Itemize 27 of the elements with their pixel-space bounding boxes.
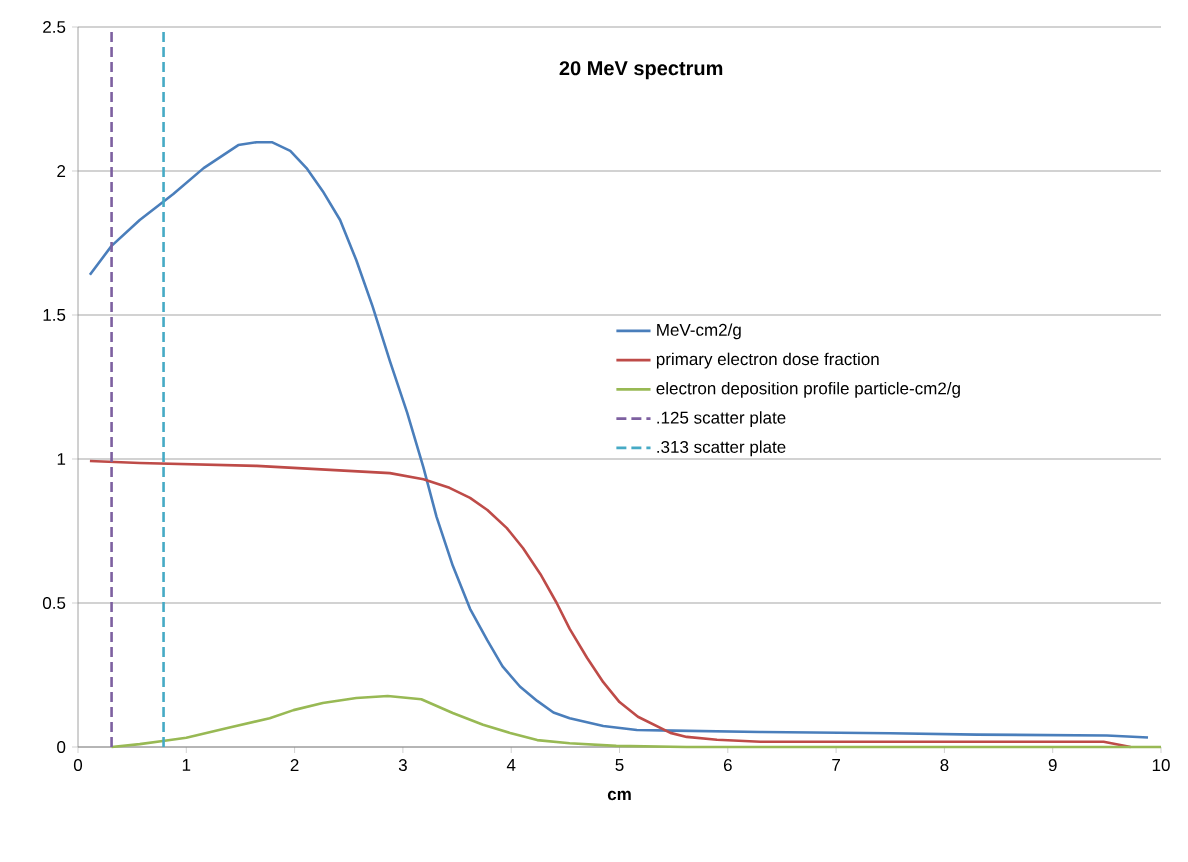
x-tick-label: 7: [832, 759, 840, 771]
y-tick-label: 0.5: [42, 597, 66, 610]
y-tick-label: 0: [57, 741, 66, 754]
line-series: [88, 140, 1150, 739]
legend-label: .313 scatter plate: [657, 440, 786, 457]
y-tick-label: 1: [57, 453, 66, 465]
y-tick-label: 1.5: [43, 309, 66, 321]
legend-label: .125 scatter plate: [657, 411, 786, 428]
x-tick-label: 0: [73, 759, 83, 772]
x-tick-label: 4: [506, 759, 516, 771]
x-tick-label: 3: [398, 759, 407, 772]
x-tick-label: 8: [940, 759, 949, 772]
x-tick-label: 10: [1152, 759, 1170, 772]
x-axis-title: cm: [607, 790, 631, 801]
x-tick-label: 6: [723, 759, 732, 772]
y-tick-label: 2: [57, 165, 66, 177]
line-series: [110, 694, 1163, 749]
legend-label: primary electron dose fraction: [656, 352, 879, 369]
legend-label: electron deposition profile particle-cm2/g: [656, 381, 960, 398]
x-tick-label: 1: [182, 759, 191, 771]
legend-label: MeV-cm2/g: [657, 323, 741, 340]
text: 20 MeV spectrum: [559, 61, 723, 80]
line-series: [88, 459, 1132, 749]
x-tick-label: 5: [615, 759, 624, 771]
y-tick-label: 2.5: [43, 20, 66, 34]
x-tick-label: 9: [1048, 759, 1057, 772]
x-tick-label: 2: [290, 759, 299, 771]
